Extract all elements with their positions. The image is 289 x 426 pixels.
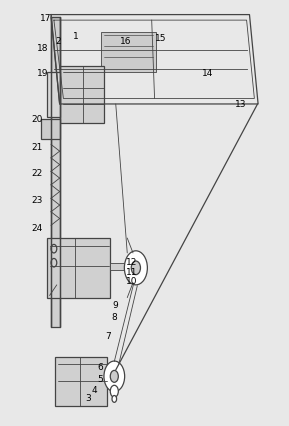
Circle shape [124,251,147,285]
Text: 24: 24 [31,223,42,232]
Bar [110,263,127,271]
Text: 19: 19 [37,69,48,78]
Text: 17: 17 [40,14,51,23]
Text: 3: 3 [86,393,91,402]
Bar [47,239,110,298]
Circle shape [131,262,140,275]
Text: 23: 23 [31,196,42,205]
Text: 10: 10 [126,276,137,285]
Bar [101,32,156,73]
Text: 16: 16 [120,37,131,46]
Text: 9: 9 [113,300,118,309]
Bar [60,66,104,124]
Text: 8: 8 [112,313,117,322]
Text: 21: 21 [31,143,42,152]
Text: 4: 4 [91,385,97,394]
Text: 6: 6 [97,362,103,371]
Text: 15: 15 [155,35,166,43]
Text: 13: 13 [235,100,247,109]
Bar [107,369,114,378]
Text: 12: 12 [126,257,137,266]
Circle shape [110,371,118,383]
Text: 20: 20 [31,115,42,124]
Circle shape [51,259,57,268]
Circle shape [110,386,118,397]
Text: 22: 22 [31,168,42,177]
Text: 5: 5 [97,374,103,383]
Bar [51,17,60,328]
Circle shape [51,245,57,253]
Bar [47,73,60,118]
Bar [55,357,107,406]
Text: 11: 11 [126,267,137,276]
Circle shape [112,396,116,403]
Text: 14: 14 [202,69,214,78]
Text: 2: 2 [55,37,61,46]
Text: 18: 18 [37,44,48,53]
Circle shape [104,361,125,392]
Bar [41,120,60,140]
Text: 1: 1 [73,32,78,41]
Text: 7: 7 [106,332,112,341]
